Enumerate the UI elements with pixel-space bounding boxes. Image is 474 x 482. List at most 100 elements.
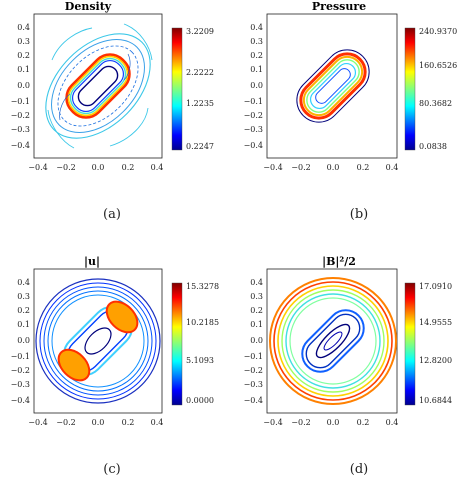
x-axis-ticks: −0.4 −0.2 0.0 0.2 0.4 [28,163,163,172]
svg-text:−0.3: −0.3 [244,125,263,134]
svg-text:−0.1: −0.1 [11,352,30,361]
svg-text:−0.2: −0.2 [56,163,75,172]
svg-text:0.0: 0.0 [250,81,263,90]
plot-frame [33,13,163,159]
svg-text:10.6844: 10.6844 [419,396,452,405]
panel-title: Density [65,0,112,13]
svg-text:0.1: 0.1 [17,320,30,329]
svg-text:0.0: 0.0 [17,81,30,90]
svg-text:0.3: 0.3 [250,37,263,46]
svg-text:0.0: 0.0 [250,336,263,345]
panel-density: Density −0.4 −0.2 0.0 0.2 [0,0,237,241]
svg-text:5.1093: 5.1093 [186,356,214,365]
colorbar [171,282,183,406]
panel-title: |B|²/2 [322,255,356,268]
svg-text:0.0: 0.0 [92,163,105,172]
panel-title: Pressure [312,0,366,13]
x-axis-ticks: −0.4 −0.2 0.0 0.2 0.4 [263,163,398,172]
colorbar [404,27,416,151]
svg-text:−0.2: −0.2 [291,163,310,172]
svg-text:−0.2: −0.2 [11,111,30,120]
svg-text:0.3: 0.3 [17,292,30,301]
svg-text:0.0: 0.0 [92,418,105,427]
svg-text:0.2: 0.2 [357,163,370,172]
svg-text:0.2: 0.2 [17,51,30,60]
y-axis-ticks: 0.4 0.3 0.2 0.1 0.0 −0.1 −0.2 −0.3 −0.4 [11,278,30,405]
svg-text:0.0: 0.0 [327,163,340,172]
panel-caption: (a) [103,207,121,222]
svg-text:0.4: 0.4 [151,418,164,427]
panel-pressure: Pressure −0.4 −0.2 0.0 0.2 0.4 0.4 0.3 0… [237,0,474,241]
svg-text:−0.4: −0.4 [28,163,47,172]
plot-frame [33,268,163,414]
svg-text:−0.1: −0.1 [244,352,263,361]
svg-text:−0.1: −0.1 [11,97,30,106]
svg-text:15.3278: 15.3278 [186,282,219,291]
svg-text:0.2: 0.2 [250,306,263,315]
svg-text:0.2: 0.2 [357,418,370,427]
svg-text:0.0838: 0.0838 [419,142,447,151]
svg-text:17.0910: 17.0910 [419,282,452,291]
svg-text:−0.2: −0.2 [244,366,263,375]
contour-field [35,278,161,404]
svg-text:−0.4: −0.4 [244,141,263,150]
svg-text:−0.4: −0.4 [244,396,263,405]
pressure-figure: Pressure −0.4 −0.2 0.0 0.2 0.4 0.4 0.3 0… [244,0,458,222]
colorbar-ticks: 15.3278 10.2185 5.1093 0.0000 [186,282,219,405]
svg-text:0.4: 0.4 [386,163,399,172]
magnetic-figure: |B|²/2 −0.4 −0.2 0.0 0.2 0.4 0.4 0.3 [244,255,453,477]
panel-magnetic-pressure: |B|²/2 −0.4 −0.2 0.0 0.2 0.4 0.4 0.3 [237,241,474,482]
svg-text:−0.2: −0.2 [291,418,310,427]
svg-text:1.2235: 1.2235 [186,99,214,108]
svg-text:0.4: 0.4 [386,418,399,427]
svg-text:0.3: 0.3 [17,37,30,46]
panel-caption: (b) [350,207,368,222]
contour-field [269,277,397,405]
svg-text:0.2: 0.2 [122,163,135,172]
svg-text:0.3: 0.3 [250,292,263,301]
svg-text:−0.4: −0.4 [11,141,30,150]
svg-text:0.2: 0.2 [250,51,263,60]
density-figure: Density −0.4 −0.2 0.0 0.2 [11,0,214,222]
svg-text:0.2: 0.2 [17,306,30,315]
y-axis-ticks: 0.4 0.3 0.2 0.1 0.0 −0.1 −0.2 −0.3 −0.4 [244,278,263,405]
colorbar [171,27,183,151]
svg-text:0.1: 0.1 [250,320,263,329]
plot-frame [266,13,398,159]
svg-text:0.4: 0.4 [250,278,263,287]
colorbar-ticks: 17.0910 14.9555 12.8200 10.6844 [419,282,452,405]
svg-text:0.4: 0.4 [151,163,164,172]
svg-text:0.0: 0.0 [327,418,340,427]
contour-field [296,49,370,123]
svg-text:−0.2: −0.2 [56,418,75,427]
svg-text:−0.2: −0.2 [244,111,263,120]
panel-caption: (d) [350,462,368,477]
svg-text:0.4: 0.4 [250,23,263,32]
svg-text:−0.2: −0.2 [11,366,30,375]
svg-text:0.1: 0.1 [17,65,30,74]
svg-text:−0.1: −0.1 [244,97,263,106]
contour-field [45,23,153,149]
svg-text:3.2209: 3.2209 [186,27,214,36]
velocity-figure: |u| −0.4 −0.2 0.0 0.2 0.4 0.4 0.3 [11,255,220,477]
svg-text:160.6526: 160.6526 [419,61,457,70]
svg-text:−0.3: −0.3 [11,380,30,389]
panel-title: |u| [84,255,100,268]
x-axis-ticks: −0.4 −0.2 0.0 0.2 0.4 [28,418,163,427]
svg-text:−0.3: −0.3 [11,125,30,134]
svg-text:0.0: 0.0 [17,336,30,345]
svg-text:12.8200: 12.8200 [419,356,452,365]
svg-text:2.2222: 2.2222 [186,68,214,77]
svg-text:0.4: 0.4 [17,23,30,32]
colorbar [404,282,416,406]
svg-text:0.1: 0.1 [250,65,263,74]
svg-text:240.9370: 240.9370 [419,27,457,36]
colorbar-ticks: 3.2209 2.2222 1.2235 0.2247 [186,27,214,151]
svg-text:0.2: 0.2 [122,418,135,427]
panel-caption: (c) [103,462,120,477]
svg-text:80.3682: 80.3682 [419,99,452,108]
svg-text:14.9555: 14.9555 [419,318,452,327]
panel-velocity-magnitude: |u| −0.4 −0.2 0.0 0.2 0.4 0.4 0.3 [0,241,237,482]
svg-text:−0.4: −0.4 [11,396,30,405]
x-axis-ticks: −0.4 −0.2 0.0 0.2 0.4 [263,418,398,427]
